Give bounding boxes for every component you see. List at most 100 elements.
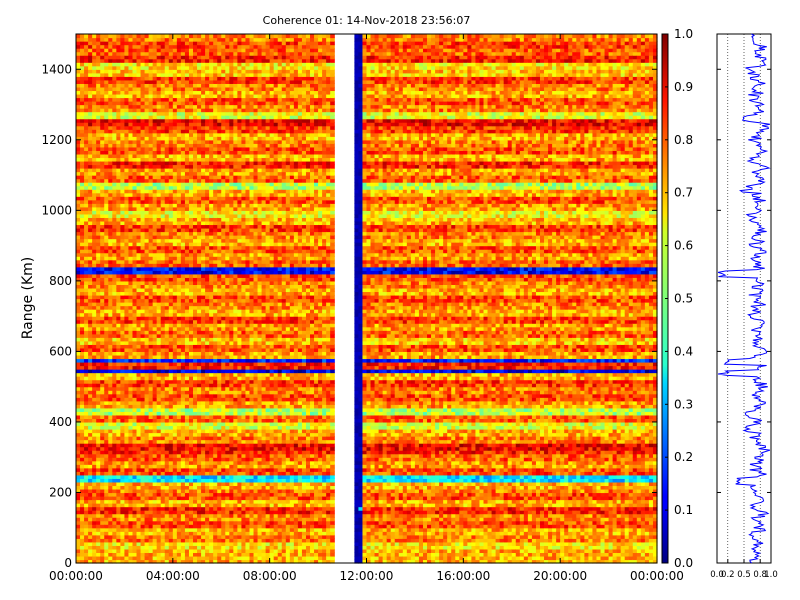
heatmap-cell xyxy=(172,503,178,508)
heatmap-cell xyxy=(124,55,130,60)
heatmap-cell xyxy=(201,76,206,81)
heatmap-cell xyxy=(152,534,158,539)
heatmap-cell xyxy=(205,323,210,328)
heatmap-cell xyxy=(80,220,85,226)
heatmap-cell xyxy=(180,390,186,395)
heatmap-cell xyxy=(124,450,130,455)
heatmap-cell xyxy=(136,460,142,465)
heatmap-cell xyxy=(132,79,138,84)
heatmap-cell xyxy=(172,555,178,561)
heatmap-cell xyxy=(152,150,158,155)
heatmap-cell xyxy=(132,93,138,99)
heatmap-cell xyxy=(160,361,166,367)
heatmap-cell xyxy=(152,93,158,99)
heatmap-cell xyxy=(104,69,109,74)
heatmap-cell xyxy=(128,372,134,377)
heatmap-cell xyxy=(148,48,154,53)
heatmap-cell xyxy=(92,249,97,254)
heatmap-cell xyxy=(197,284,202,289)
heatmap-cell xyxy=(176,421,182,427)
heatmap-cell xyxy=(136,376,142,381)
heatmap-cell xyxy=(136,534,142,539)
heatmap-cell xyxy=(112,333,117,338)
heatmap-cell xyxy=(136,115,142,120)
heatmap-cell xyxy=(188,520,194,525)
heatmap-cell xyxy=(201,524,206,529)
heatmap-cell xyxy=(128,517,134,522)
heatmap-cell xyxy=(184,217,190,222)
heatmap-cell xyxy=(116,122,121,127)
heatmap-cell xyxy=(128,196,134,201)
heatmap-cell xyxy=(144,122,150,127)
heatmap-cell xyxy=(188,189,194,194)
heatmap-cell xyxy=(201,390,206,395)
heatmap-cell xyxy=(128,376,134,381)
heatmap-cell xyxy=(124,524,130,529)
heatmap-cell xyxy=(76,220,81,226)
heatmap-cell xyxy=(176,316,182,321)
heatmap-cell xyxy=(116,164,121,169)
heatmap-cell xyxy=(148,372,154,377)
heatmap-cell xyxy=(104,153,109,159)
heatmap-cell xyxy=(128,411,134,416)
heatmap-cell xyxy=(84,79,89,84)
heatmap-cell xyxy=(156,72,162,77)
heatmap-cell xyxy=(176,428,182,434)
heatmap-cell xyxy=(184,280,190,285)
heatmap-cell xyxy=(160,376,166,381)
heatmap-cell xyxy=(176,259,182,264)
heatmap-cell xyxy=(197,125,202,130)
heatmap-cell xyxy=(96,287,101,293)
heatmap-cell xyxy=(164,101,170,106)
heatmap-cell xyxy=(104,108,109,113)
heatmap-cell xyxy=(80,111,85,116)
heatmap-cell xyxy=(88,97,93,102)
heatmap-cell xyxy=(160,266,166,271)
heatmap-cell xyxy=(84,291,89,296)
heatmap-cell xyxy=(164,34,170,39)
heatmap-cell xyxy=(80,453,85,458)
heatmap-cell xyxy=(180,485,186,490)
heatmap-cell xyxy=(120,284,126,289)
heatmap-cell xyxy=(193,72,198,77)
heatmap-cell xyxy=(88,104,93,109)
heatmap-cell xyxy=(100,555,105,561)
heatmap-cell xyxy=(124,178,130,183)
heatmap-cell xyxy=(120,425,126,430)
heatmap-cell xyxy=(180,386,186,391)
heatmap-cell xyxy=(116,118,121,123)
heatmap-cell xyxy=(205,72,210,77)
heatmap-cell xyxy=(176,86,182,92)
heatmap-cell xyxy=(140,347,146,352)
heatmap-cell xyxy=(108,436,113,441)
heatmap-cell xyxy=(148,270,154,275)
heatmap-cell xyxy=(136,316,142,321)
heatmap-cell xyxy=(197,337,202,342)
heatmap-cell xyxy=(205,541,210,546)
heatmap-cell xyxy=(180,333,186,338)
heatmap-cell xyxy=(164,48,170,53)
heatmap-cell xyxy=(164,153,170,159)
heatmap-cell xyxy=(116,157,121,162)
heatmap-cell xyxy=(108,354,113,360)
heatmap-cell xyxy=(176,443,182,448)
heatmap-cell xyxy=(140,393,146,398)
heatmap-cell xyxy=(160,548,166,554)
heatmap-cell xyxy=(76,386,81,391)
heatmap-cell xyxy=(168,302,174,307)
heatmap-cell xyxy=(180,439,186,444)
heatmap-cell xyxy=(100,379,105,384)
heatmap-cell xyxy=(205,407,210,412)
heatmap-cell xyxy=(96,189,101,194)
heatmap-cell xyxy=(184,58,190,63)
heatmap-cell xyxy=(112,86,117,92)
heatmap-cell xyxy=(84,354,89,360)
heatmap-cell xyxy=(96,425,101,430)
heatmap-cell xyxy=(108,365,113,370)
heatmap-cell xyxy=(84,474,89,479)
heatmap-cell xyxy=(112,386,117,391)
heatmap-cell xyxy=(188,510,194,515)
heatmap-cell xyxy=(140,361,146,367)
heatmap-cell xyxy=(193,559,198,564)
heatmap-cell xyxy=(197,354,202,360)
